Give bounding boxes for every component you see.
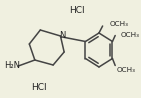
Text: HCl: HCl xyxy=(69,5,85,15)
Text: H₂N: H₂N xyxy=(4,62,20,70)
Text: HCl: HCl xyxy=(31,83,46,92)
Text: OCH₃: OCH₃ xyxy=(117,67,136,73)
Text: OCH₃: OCH₃ xyxy=(121,31,140,38)
Text: OCH₃: OCH₃ xyxy=(110,21,129,27)
Text: N: N xyxy=(59,30,65,39)
